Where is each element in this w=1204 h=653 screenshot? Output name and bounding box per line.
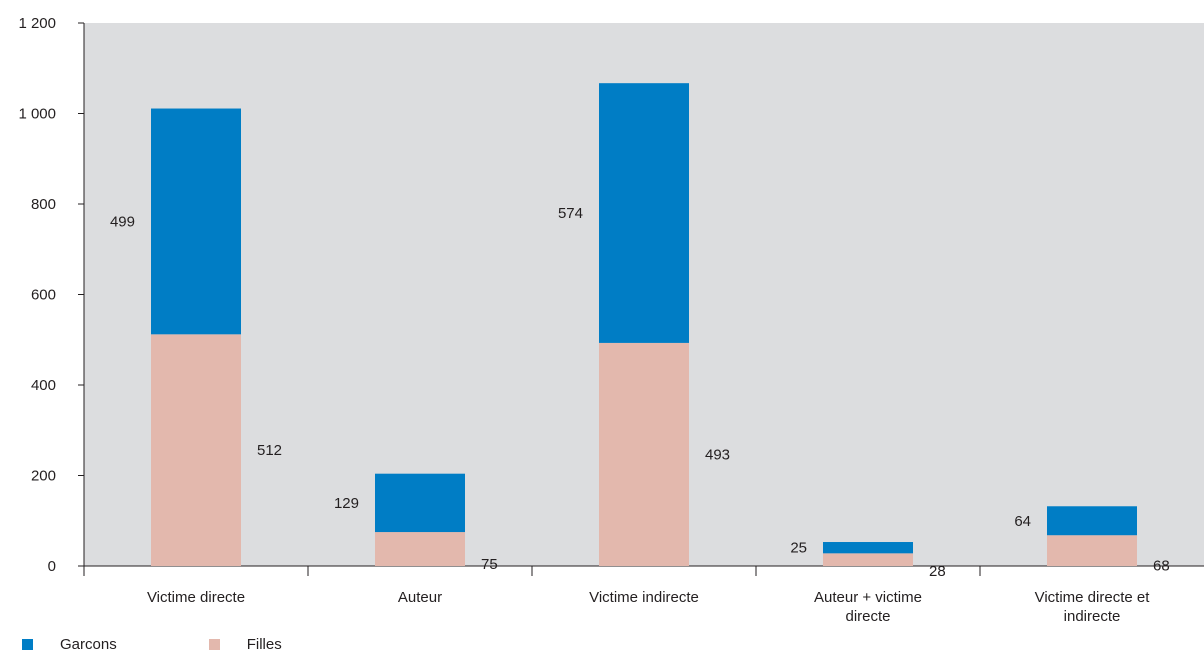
value-label-filles: 68 [1153,558,1170,575]
x-axis: Victime directe Auteur Victime indirecte Au… [83,565,1204,625]
x-category-label: Victime indirecte [589,589,699,606]
y-tick-label: 1 200 [18,15,56,32]
y-tick-label: 800 [31,196,56,213]
x-category-label: indirecte [1064,608,1121,625]
bar-garcons [823,542,913,554]
legend-label-garcons: Garcons [60,635,117,653]
x-category-label: Victime directe [147,589,245,606]
bar-filles [1047,535,1137,566]
bars [151,83,1137,566]
legend-label-filles: Filles [246,635,282,653]
data-labels: 499 512 129 75 574 493 25 28 64 68 [110,205,1170,580]
x-category-label: Auteur + victime [814,589,922,606]
bar-filles [151,334,241,566]
y-axis: 0 200 400 600 800 1 000 1 200 [18,15,85,575]
bar-garcons [599,83,689,343]
y-tick-label: 0 [48,558,56,575]
x-category-label: Victime directe et [1035,589,1151,606]
value-label-garcons: 499 [110,213,135,230]
legend-item-filles: Filles [208,635,282,653]
bar-garcons [151,108,241,335]
value-label-filles: 493 [705,446,730,463]
value-label-garcons: 25 [790,540,807,557]
legend: Garcons Filles [22,635,282,653]
y-tick-label: 1 000 [18,106,56,123]
value-label-filles: 512 [257,442,282,459]
value-label-filles: 28 [929,563,946,580]
y-tick-label: 600 [31,287,56,304]
bar-garcons [375,473,465,533]
value-label-garcons: 64 [1014,513,1031,530]
value-label-garcons: 574 [558,205,583,222]
legend-item-garcons: Garcons [22,636,117,653]
value-label-garcons: 129 [334,495,359,512]
y-tick-label: 200 [31,468,56,485]
x-category-label: Auteur [398,589,442,606]
value-label-filles: 75 [481,556,498,573]
legend-swatch-filles [208,638,220,650]
bar-filles [823,553,913,566]
y-tick-label: 400 [31,377,56,394]
legend-swatch-garcons [22,638,33,650]
bar-filles [375,532,465,566]
bar-garcons [1047,506,1137,536]
bar-filles [599,342,689,566]
x-category-label: directe [845,608,890,625]
